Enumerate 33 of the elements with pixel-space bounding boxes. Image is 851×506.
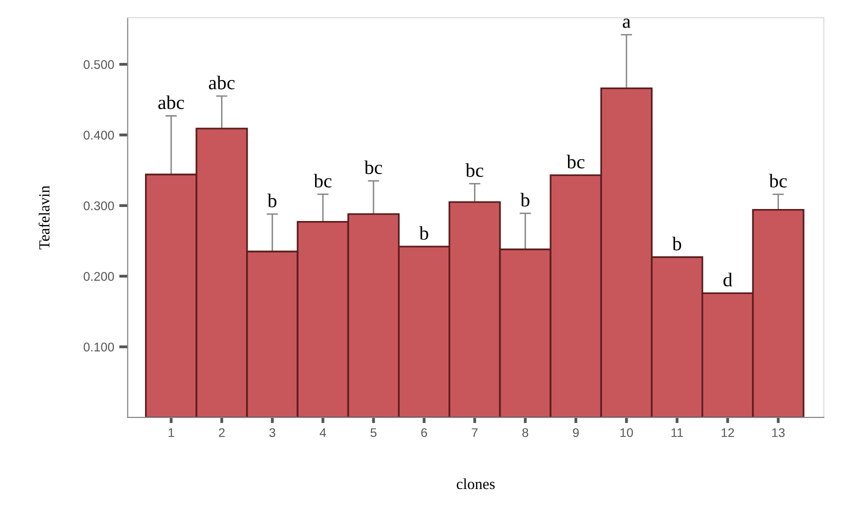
annotation: bc <box>466 163 484 177</box>
x-tick-label: 3 <box>269 428 276 438</box>
y-tick-label: 0.400 <box>84 130 114 140</box>
x-tick-label: 12 <box>722 428 734 437</box>
x-tick-label: 13 <box>772 428 785 438</box>
annotation: bc <box>314 174 332 188</box>
annotation: b <box>520 192 530 207</box>
x-tick-label: 2 <box>218 428 225 437</box>
x-tick-label: 7 <box>472 428 478 437</box>
y-tick-label: 0.200 <box>84 272 114 281</box>
y-tick-label: 0.500 <box>84 60 114 69</box>
annotation: bc <box>769 174 787 188</box>
x-tick-label: 9 <box>572 428 579 438</box>
annotation: bc <box>566 154 584 168</box>
annotation: b <box>419 226 428 240</box>
annotation: bc <box>364 160 382 174</box>
x-axis-title: clones <box>456 478 495 490</box>
y-tick-label: 0.100 <box>84 342 114 352</box>
annotation: a <box>622 18 631 28</box>
annotation: b <box>267 194 276 208</box>
x-tick-label: 1 <box>168 428 174 437</box>
x-tick-label: 5 <box>370 428 376 438</box>
x-tick-label: 4 <box>320 428 326 437</box>
x-tick-label: 8 <box>522 428 528 438</box>
annotation: b <box>672 236 682 250</box>
x-tick-label: 10 <box>620 428 633 438</box>
x-tick-label: 11 <box>672 428 683 437</box>
annotation: abc <box>208 76 235 90</box>
x-tick-label: 6 <box>421 428 428 438</box>
y-axis-title: Teafelavin <box>38 186 50 250</box>
y-tick-label: 0.300 <box>84 201 114 210</box>
annotation: abc <box>158 95 184 110</box>
annotation: d <box>723 272 732 286</box>
